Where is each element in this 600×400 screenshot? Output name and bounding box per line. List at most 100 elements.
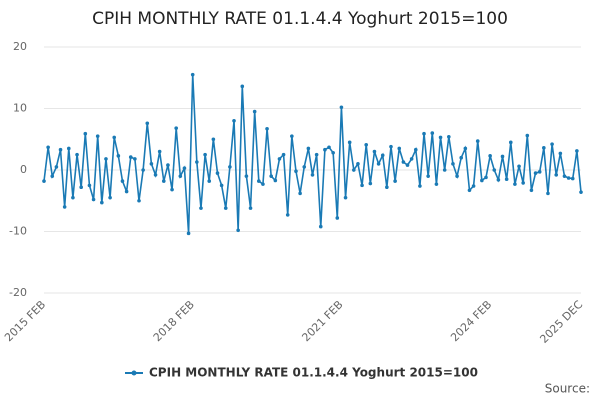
data-point [104, 157, 108, 161]
data-point [207, 179, 212, 183]
data-point [405, 163, 410, 167]
data-point [79, 185, 83, 190]
data-point [128, 155, 133, 159]
data-point [240, 84, 245, 89]
data-point [409, 157, 414, 161]
data-point [211, 137, 216, 142]
data-point [273, 178, 278, 183]
data-point [261, 182, 265, 186]
x-tick-label: 2015 FEB [2, 298, 48, 344]
data-point [475, 139, 480, 143]
data-point [347, 140, 352, 145]
data-point [546, 191, 550, 196]
data-point [488, 154, 492, 158]
data-point [157, 149, 162, 154]
data-point [50, 174, 55, 178]
data-point [372, 149, 377, 154]
data-point [455, 174, 459, 178]
data-point [83, 131, 88, 136]
data-point [389, 144, 393, 149]
y-tick-label: 0 [20, 163, 27, 176]
data-point [323, 147, 327, 152]
data-point [517, 164, 521, 169]
data-point [112, 135, 117, 140]
data-point [447, 134, 451, 139]
data-point [422, 131, 426, 136]
data-point [133, 157, 137, 161]
y-tick-label: 20 [13, 40, 27, 53]
data-point [459, 155, 464, 160]
data-point [500, 154, 505, 159]
data-point [71, 195, 75, 200]
data-point [186, 231, 191, 236]
data-point [46, 145, 50, 150]
data-point [434, 182, 439, 186]
data-point [356, 162, 360, 166]
data-point [277, 157, 282, 161]
data-point [120, 179, 125, 183]
data-point [401, 160, 406, 164]
data-point [413, 147, 418, 152]
data-point [331, 150, 335, 155]
x-tick-label: 2021 FEB [299, 298, 345, 344]
data-point [236, 228, 240, 233]
data-point [327, 145, 331, 150]
data-point [190, 72, 195, 77]
data-point [178, 174, 183, 178]
data-point [397, 146, 402, 151]
data-point [393, 179, 397, 183]
data-point [149, 162, 154, 166]
data-point [380, 153, 385, 158]
data-point [228, 165, 232, 169]
data-point [219, 183, 224, 188]
data-point [566, 176, 571, 180]
data-point [335, 216, 340, 220]
data-point [58, 147, 63, 152]
data-point [166, 163, 170, 167]
legend-label: CPIH MONTHLY RATE 01.1.4.4 Yoghurt 2015=… [149, 366, 478, 380]
data-point [430, 131, 435, 135]
data-point [124, 189, 129, 194]
data-point [66, 146, 71, 151]
data-point [108, 195, 112, 200]
data-point [467, 188, 472, 193]
data-point [492, 168, 497, 172]
data-point [504, 177, 509, 182]
data-point [579, 190, 583, 194]
data-point [281, 152, 286, 157]
data-point [203, 152, 207, 157]
y-tick-label: -20 [9, 286, 27, 299]
data-point [137, 198, 141, 203]
data-point [463, 146, 468, 151]
data-point [195, 160, 199, 164]
data-point [182, 166, 187, 170]
data-point [248, 206, 253, 210]
data-point [352, 168, 356, 172]
data-point [285, 213, 290, 217]
data-point [54, 165, 59, 169]
source: Source: [545, 382, 590, 396]
data-point [75, 152, 79, 157]
data-point [91, 197, 96, 202]
data-point [438, 135, 443, 140]
data-point [442, 168, 447, 172]
data-point [318, 224, 323, 229]
x-tick-label: 2024 FEB [448, 298, 494, 344]
data-point [364, 142, 369, 147]
data-point [116, 154, 121, 158]
data-point [223, 206, 228, 210]
data-point [161, 179, 166, 183]
y-tick-label: 10 [13, 102, 27, 115]
data-point [252, 109, 257, 114]
data-point [360, 183, 364, 188]
data-point [368, 181, 373, 186]
data-point [542, 146, 546, 150]
data-point [314, 152, 319, 157]
data-point [570, 176, 575, 181]
data-point [575, 149, 579, 153]
data-point [480, 178, 484, 183]
data-point [215, 171, 220, 175]
data-point [199, 206, 203, 210]
data-point [451, 162, 455, 166]
